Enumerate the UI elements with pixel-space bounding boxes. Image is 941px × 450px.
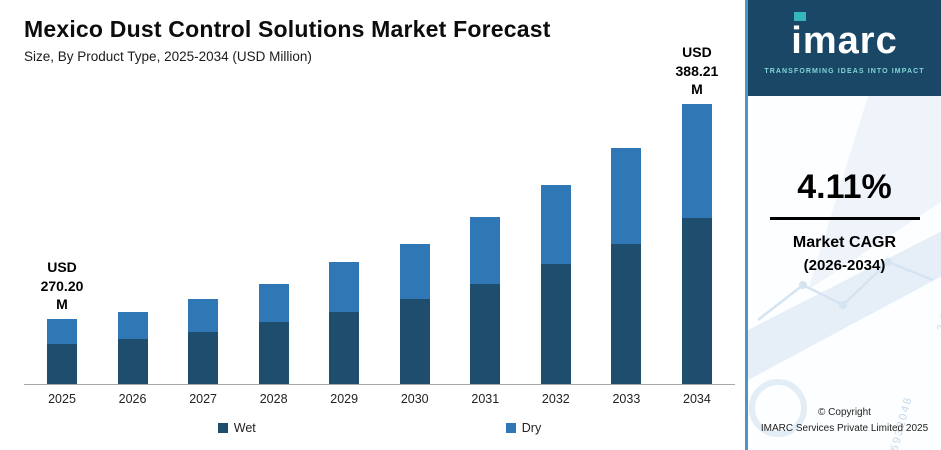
x-axis-label: 2030 [400, 392, 429, 406]
bar-segment-dry [117, 312, 148, 339]
brand-panel: 6932048 2.0341 imarc TRANSFORMING IDEAS … [745, 0, 941, 450]
bar-group [316, 262, 372, 384]
logo-text: imarc [791, 19, 898, 62]
legend-item-wet: Wet [217, 421, 256, 435]
bar-stack [611, 148, 642, 384]
chart-subtitle: Size, By Product Type, 2025-2034 (USD Mi… [24, 49, 312, 64]
bar-segment-dry [611, 148, 642, 244]
bar-segment-wet [47, 344, 77, 384]
bar-segment-dry [188, 299, 219, 332]
x-axis-label: 2029 [330, 392, 359, 406]
chart-section: Mexico Dust Control Solutions Market For… [24, 16, 735, 435]
bar-stack [399, 244, 430, 384]
chart-title: Mexico Dust Control Solutions Market For… [24, 16, 551, 42]
bar-segment-dry [399, 244, 430, 299]
bar-group: USD 388.21 M [669, 43, 725, 384]
x-axis-label: 2027 [189, 392, 217, 406]
bar-stack [188, 299, 219, 384]
imarc-logo: imarc TRANSFORMING IDEAS INTO IMPACT [748, 0, 941, 96]
cagr-value: 4.11% [797, 168, 892, 206]
bar-stack [47, 319, 77, 384]
bar-segment-dry [681, 104, 712, 218]
bar-group [246, 284, 302, 384]
bar-group [175, 299, 231, 384]
cagr-period: (2026-2034) [803, 256, 886, 274]
copyright-line2: IMARC Services Private Limited 2025 [760, 422, 929, 434]
logo-accent-icon [794, 12, 806, 21]
bar-group: USD 270.20 M [34, 258, 90, 384]
x-axis-label: 2033 [612, 392, 641, 406]
legend-swatch-wet [217, 423, 228, 433]
bar-segment-wet [540, 264, 571, 384]
cagr-callout: 4.11% Market CAGR (2026-2034) [748, 168, 941, 274]
logo-tagline: TRANSFORMING IDEAS INTO IMPACT [764, 67, 925, 75]
bar-group [598, 148, 654, 384]
bar-segment-wet [470, 284, 501, 384]
legend-item-dry: Dry [505, 421, 542, 435]
bar-stack [329, 262, 360, 384]
legend-label: Wet [233, 421, 256, 435]
bar-segment-wet [117, 339, 148, 384]
bar-segment-dry [258, 284, 289, 322]
bar-segment-wet [681, 218, 712, 384]
bar-segment-dry [329, 262, 360, 312]
x-axis-label: 2025 [48, 392, 76, 406]
legend-label: Dry [521, 421, 542, 435]
decorative-number: 2.0341 [935, 288, 941, 332]
cagr-label: Market CAGR [792, 233, 897, 251]
x-axis-label: 2034 [683, 392, 711, 406]
bar-segment-wet [329, 312, 360, 384]
bar-segment-wet [611, 244, 642, 384]
x-axis-label: 2028 [259, 392, 288, 406]
legend-swatch-dry [505, 423, 516, 433]
bar-stack [258, 284, 289, 384]
legend: Wet Dry [24, 421, 735, 435]
x-axis-labels: 2025 2026 2027 2028 2029 2030 2031 2032 2033 2034 [24, 392, 735, 406]
bar-group [457, 217, 513, 384]
bar-segment-dry [47, 319, 77, 344]
plot-area: USD 270.20 M USD 388.21 M [24, 44, 735, 385]
bar-annotation: USD 388.21 M [675, 44, 719, 97]
bar-segment-wet [258, 322, 289, 384]
bar-segment-wet [399, 299, 430, 384]
copyright-line1: © Copyright [818, 407, 871, 418]
x-axis-label: 2032 [541, 392, 570, 406]
bar-annotation: USD 270.20 M [40, 259, 84, 312]
copyright: © Copyright IMARC Services Private Limit… [748, 405, 941, 436]
bar-segment-dry [540, 185, 571, 264]
bar-stack [540, 185, 571, 384]
bar-stack [681, 104, 712, 384]
bar-segment-wet [188, 332, 219, 384]
bar-group [528, 185, 584, 384]
bar-segment-dry [470, 217, 501, 284]
bar-stack [117, 312, 148, 384]
cagr-divider [769, 217, 920, 220]
bar-group [105, 312, 161, 384]
x-axis-label: 2031 [471, 392, 500, 406]
x-axis-label: 2026 [118, 392, 147, 406]
bar-stack [470, 217, 501, 384]
bar-group [387, 244, 443, 384]
